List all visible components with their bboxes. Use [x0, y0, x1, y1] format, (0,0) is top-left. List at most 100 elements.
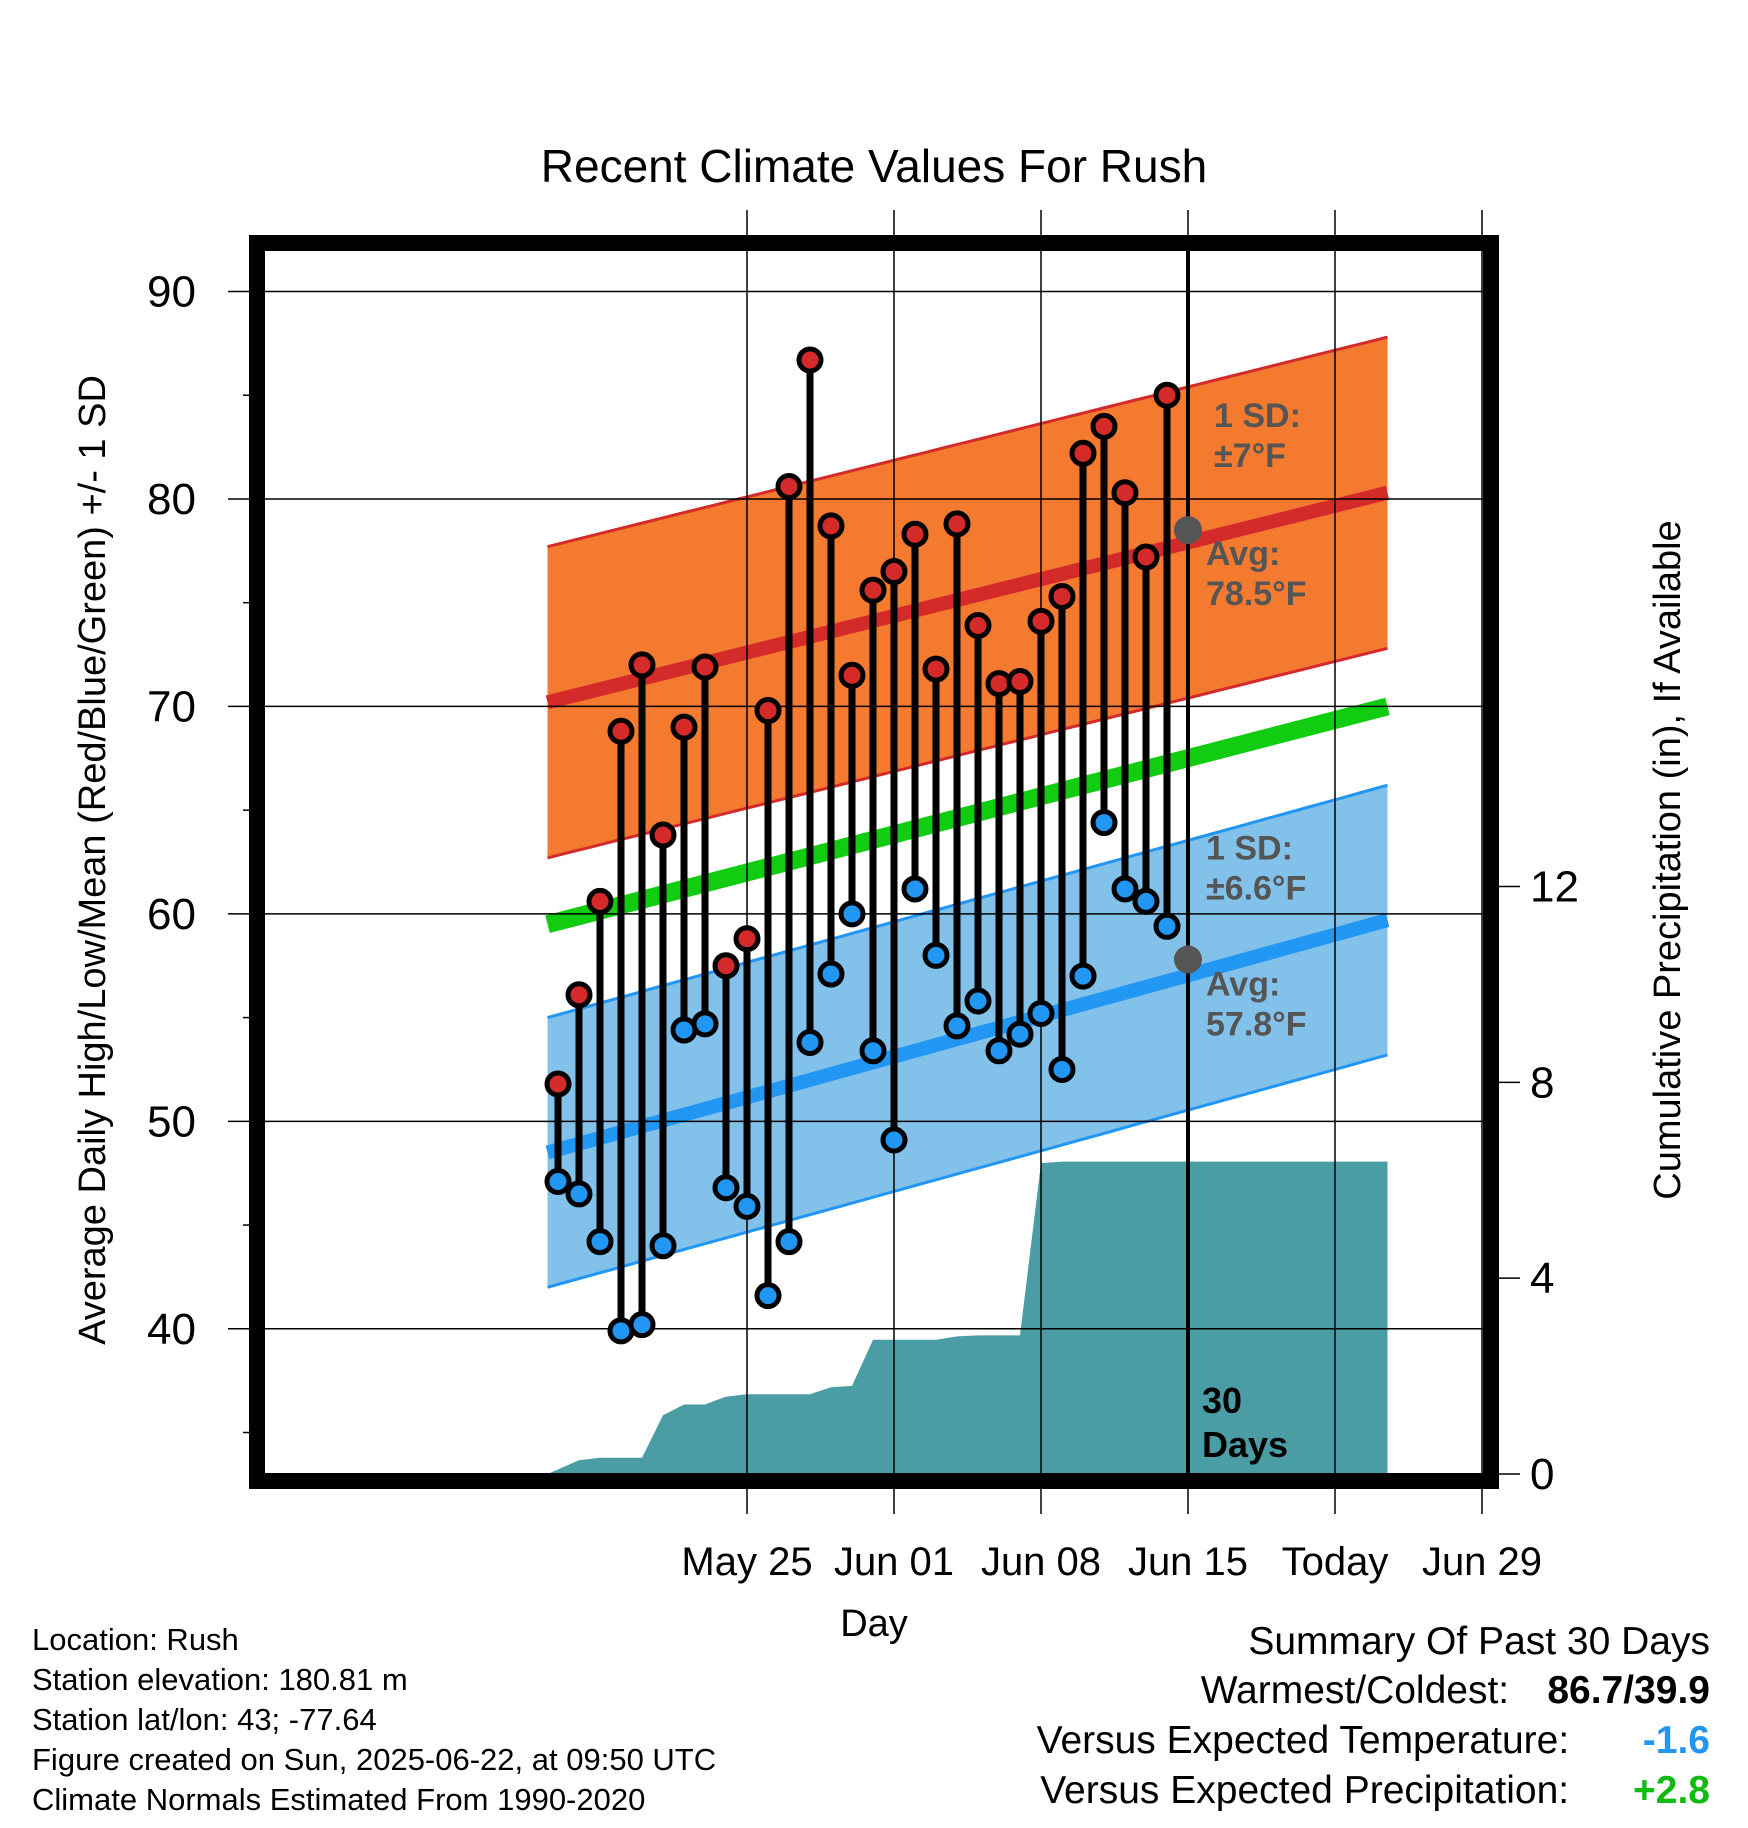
precip-row: Versus Expected Precipitation: +2.8 [1037, 1766, 1710, 1816]
daily-high-point [691, 653, 719, 681]
daily-high-point [775, 473, 803, 501]
daily-low-point [964, 987, 992, 1015]
daily-low-point [1069, 962, 1097, 990]
daily-low-point [628, 1311, 656, 1339]
daily-high-point [943, 510, 971, 538]
y2-tick-label: 0 [1530, 1450, 1554, 1499]
daily-low-point [691, 1010, 719, 1038]
temp-row: Versus Expected Temperature: -1.6 [1037, 1716, 1710, 1766]
plot-frame [249, 235, 1499, 1489]
chart-title: Recent Climate Values For Rush [541, 140, 1207, 192]
today-window-label: 30 Days [1202, 1380, 1288, 1465]
created-text: Figure created on Sun, 2025-06-22, at 09… [32, 1742, 717, 1777]
daily-low-point [943, 1012, 971, 1040]
low-normal-line [545, 913, 1390, 1160]
daily-low-point [922, 941, 950, 969]
daily-low-point [565, 1180, 593, 1208]
daily-high-point [922, 655, 950, 683]
daily-high-point [1090, 412, 1118, 440]
daily-low-point [1111, 875, 1139, 903]
daily-low-point [859, 1037, 887, 1065]
x-tick-label: May 25 [681, 1540, 812, 1584]
x-tick-label: Jun 29 [1422, 1540, 1542, 1584]
daily-low-point [1132, 887, 1160, 915]
low-sd-label: 1 SD: ±6.6°F [1206, 830, 1306, 908]
daily-low-point [712, 1174, 740, 1202]
elevation-text: Station elevation: 180.81 m [32, 1662, 408, 1697]
daily-high-point [544, 1070, 572, 1098]
y2-axis-label: Cumulative Precipitation (in), If Availa… [1647, 520, 1689, 1199]
daily-high-point [901, 520, 929, 548]
y2-tick-label: 8 [1530, 1058, 1554, 1107]
daily-high-point [880, 558, 908, 586]
daily-high-point [1132, 543, 1160, 571]
summary-heading: Summary Of Past 30 Days [1248, 1620, 1710, 1663]
daily-low-point [1027, 999, 1055, 1027]
x-tick-label: Jun 15 [1128, 1540, 1248, 1584]
daily-high-point [1048, 582, 1076, 610]
daily-high-point [796, 346, 824, 374]
x-tick-label: Today [1282, 1540, 1389, 1584]
low-band-lower-edge [547, 1053, 1388, 1289]
y-tick-label: 60 [147, 890, 196, 939]
high-sd-label: 1 SD: ±7°F [1214, 397, 1301, 475]
daily-low-point [817, 960, 845, 988]
daily-high-point [733, 925, 761, 953]
y2-tick-label: 12 [1530, 862, 1579, 911]
warm-cold-row: Warmest/Coldest: 86.7/39.9 [1037, 1666, 1710, 1716]
high-avg-marker [1174, 516, 1202, 545]
y-axis-label: Average Daily High/Low/Mean (Red/Blue/Gr… [72, 375, 114, 1345]
daily-low-point [838, 900, 866, 928]
y-tick-label: 70 [147, 682, 196, 731]
daily-low-point [586, 1228, 614, 1256]
daily-high-point [754, 697, 782, 725]
y-tick-label: 90 [147, 267, 196, 316]
temp-label: Versus Expected Temperature: [1036, 1719, 1570, 1762]
high-avg-label: Avg: 78.5°F [1206, 535, 1307, 613]
daily-high-point [964, 611, 992, 639]
warm-cold-label: Warmest/Coldest: [1200, 1669, 1510, 1712]
warm-cold-value: 86.7/39.9 [1547, 1669, 1710, 1712]
daily-low-point [1153, 912, 1181, 940]
daily-low-point [649, 1232, 677, 1260]
low-avg-label: Avg: 57.8°F [1206, 966, 1307, 1044]
daily-low-point [754, 1282, 782, 1310]
high-band-upper-edge [547, 335, 1388, 549]
y-tick-label: 50 [147, 1097, 196, 1146]
daily-high-point [607, 717, 635, 745]
precip-value: +2.8 [1633, 1769, 1710, 1812]
x-axis-label: Day [840, 1603, 908, 1645]
daily-high-point [1069, 439, 1097, 467]
daily-high-point [1027, 607, 1055, 635]
daily-low-point [733, 1192, 761, 1220]
station-info: Location: Rush Station elevation: 180.81… [32, 1620, 716, 1820]
daily-high-point [628, 651, 656, 679]
daily-high-point [1153, 381, 1181, 409]
temp-value: -1.6 [1642, 1719, 1710, 1762]
daily-low-point [1048, 1055, 1076, 1083]
x-tick-label: Jun 01 [834, 1540, 954, 1584]
daily-high-point [1006, 668, 1034, 696]
daily-low-point [880, 1126, 908, 1154]
daily-low-point [796, 1028, 824, 1056]
location-text: Location: Rush [32, 1622, 239, 1657]
latlon-text: Station lat/lon: 43; -77.64 [32, 1702, 377, 1737]
high-normal-line [545, 485, 1390, 710]
daily-low-point [775, 1228, 803, 1256]
daily-high-point [1111, 479, 1139, 507]
y-tick-label: 40 [147, 1305, 196, 1354]
y-tick-label: 80 [147, 475, 196, 524]
daily-low-point [985, 1037, 1013, 1065]
low-avg-marker [1174, 945, 1202, 974]
daily-low-point [1090, 809, 1118, 837]
daily-high-point [586, 887, 614, 915]
y2-tick-label: 4 [1530, 1254, 1554, 1303]
x-tick-label: Jun 08 [981, 1540, 1101, 1584]
daily-high-point [712, 952, 740, 980]
normals-text: Climate Normals Estimated From 1990-2020 [32, 1782, 646, 1817]
daily-low-point [544, 1167, 572, 1195]
precipitation-area [547, 1161, 1388, 1474]
daily-low-point [1006, 1020, 1034, 1048]
daily-low-point [901, 875, 929, 903]
